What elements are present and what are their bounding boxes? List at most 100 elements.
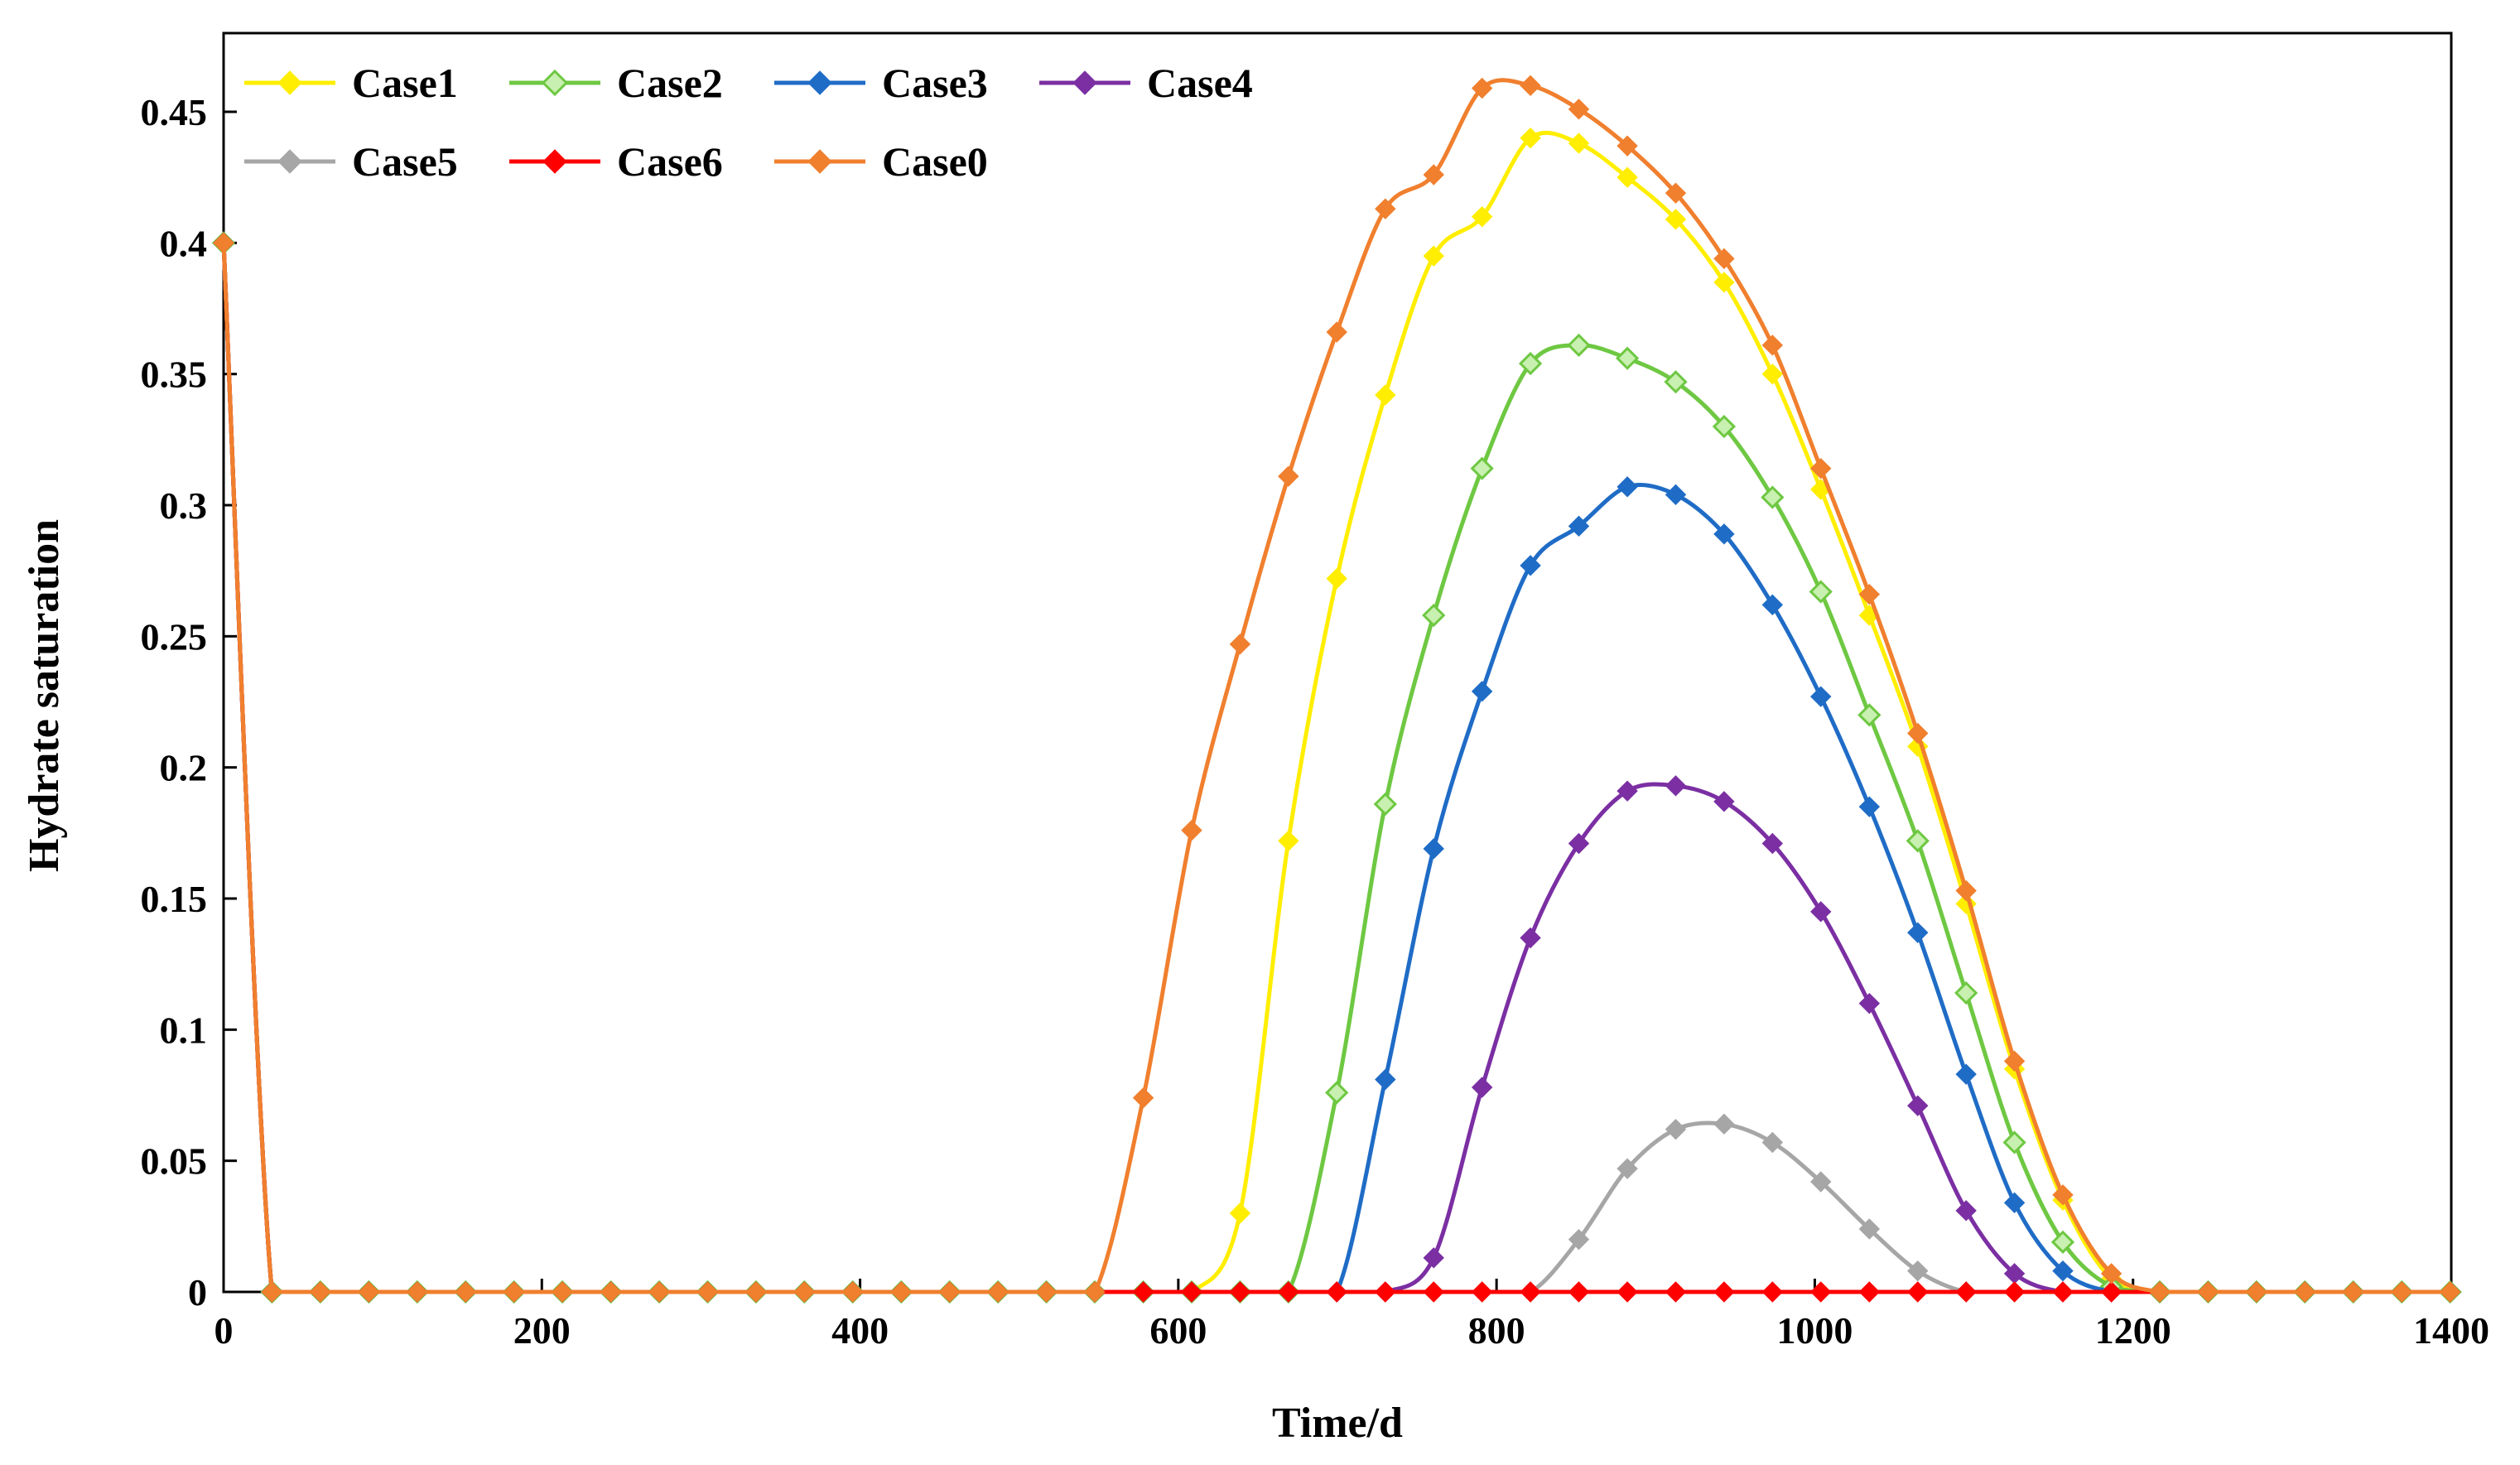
data-point [2197, 1281, 2219, 1303]
legend-label: Case3 [882, 60, 988, 106]
legend-item-case6: Case6 [509, 138, 723, 185]
data-point [1375, 1281, 1396, 1303]
data-point [503, 1281, 525, 1303]
data-point [1617, 1158, 1638, 1179]
data-point [1712, 414, 1737, 439]
data-point [1568, 515, 1590, 537]
data-point [1520, 127, 1541, 149]
legend-swatch-marker [807, 149, 832, 174]
data-point [1907, 1095, 1929, 1116]
data-point [1907, 1260, 1929, 1282]
data-point [1568, 99, 1590, 120]
data-point [1665, 1118, 1687, 1140]
legend: Case1 Case2 Case3 Case4 Case5 Case6 Case0 [244, 60, 1253, 185]
data-point [1373, 792, 1397, 817]
data-point [1810, 686, 1832, 707]
data-point [1278, 465, 1299, 487]
data-point [1375, 384, 1396, 406]
data-point [1132, 1087, 1154, 1109]
data-point [1761, 1281, 1784, 1303]
x-axis-title: Time/d [1272, 1400, 1403, 1447]
data-point [407, 1281, 428, 1303]
data-point [1229, 1202, 1251, 1224]
data-point [1810, 457, 1832, 479]
data-point [1858, 796, 1881, 817]
x-axis-ticks: 0 200 400 600 800 1000 1200 1400 [214, 1279, 2489, 1352]
data-point [1907, 922, 1929, 943]
data-point [1665, 775, 1687, 797]
data-point [1617, 476, 1638, 498]
x-tick-label: 0 [214, 1309, 234, 1352]
data-point [1568, 133, 1590, 154]
series-layer [211, 75, 2462, 1304]
data-point [890, 1281, 913, 1303]
y-tick-label: 0.3 [160, 484, 208, 527]
data-point [1761, 832, 1784, 855]
data-point [1761, 594, 1784, 616]
data-point [1665, 182, 1687, 204]
data-point [1518, 351, 1543, 376]
legend-label: Case2 [617, 60, 723, 106]
data-point [2050, 1230, 2075, 1254]
data-point [1810, 901, 1832, 923]
data-point [1713, 272, 1735, 293]
data-point [1229, 1281, 1251, 1303]
x-tick-label: 1200 [2095, 1309, 2171, 1352]
legend-item-case0: Case0 [774, 138, 988, 185]
data-point [1568, 832, 1590, 855]
data-point [1858, 583, 1881, 605]
data-point [2002, 1130, 2026, 1154]
legend-swatch-marker [1072, 70, 1097, 95]
data-point [1713, 248, 1735, 270]
data-point [1567, 333, 1591, 357]
data-point [1761, 363, 1784, 385]
data-point [1858, 992, 1881, 1014]
legend-label: Case4 [1147, 60, 1253, 106]
data-point [1325, 1081, 1349, 1105]
data-point [1713, 1281, 1735, 1303]
data-point [1617, 166, 1638, 188]
data-point [1907, 722, 1929, 745]
data-point [1810, 1171, 1832, 1193]
data-point [213, 232, 234, 254]
x-tick-label: 1000 [1776, 1309, 1853, 1352]
data-point [1568, 1228, 1590, 1251]
data-point [1858, 1281, 1881, 1303]
legend-swatch-marker [541, 69, 569, 97]
data-point [1665, 209, 1687, 230]
legend-item-case3: Case3 [774, 60, 988, 106]
data-point [600, 1281, 622, 1303]
data-point [1906, 829, 1930, 853]
data-point [2246, 1281, 2267, 1303]
data-point [1857, 703, 1882, 727]
data-point [1617, 1281, 1638, 1303]
y-axis-title: Hydrate saturation [21, 519, 68, 872]
legend-label: Case6 [617, 138, 723, 185]
data-point [455, 1281, 476, 1303]
data-point [310, 1281, 331, 1303]
data-point [552, 1281, 573, 1303]
data-point [2100, 1263, 2122, 1284]
data-point [2003, 1192, 2026, 1214]
data-point [696, 1281, 719, 1303]
data-point [1181, 1281, 1202, 1303]
data-point [1520, 1281, 1541, 1303]
data-point [1713, 1113, 1735, 1135]
data-point [1520, 75, 1541, 97]
x-tick-label: 1400 [2413, 1309, 2489, 1352]
data-point [1617, 780, 1638, 802]
data-point [1615, 346, 1640, 370]
y-tick-label: 0.45 [141, 91, 208, 133]
data-point [1326, 321, 1347, 343]
data-point [2003, 1281, 2026, 1303]
data-point [1520, 555, 1541, 576]
y-tick-label: 0.4 [160, 222, 208, 264]
x-tick-label: 400 [831, 1309, 889, 1352]
data-point [2149, 1281, 2171, 1303]
data-point [793, 1281, 816, 1303]
data-point [358, 1281, 380, 1303]
data-point [1665, 1281, 1687, 1303]
data-point [1471, 1077, 1493, 1098]
data-point [2003, 1050, 2026, 1072]
data-point [1470, 456, 1494, 480]
